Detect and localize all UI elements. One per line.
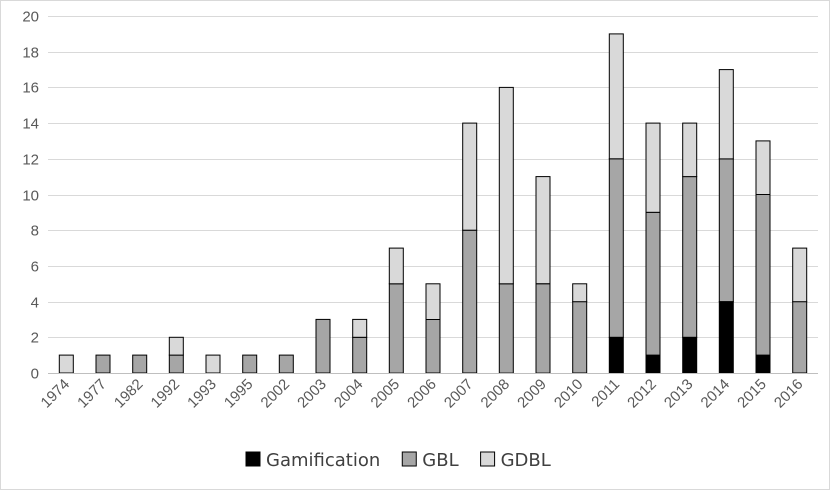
y-tick-label: 18	[22, 45, 39, 62]
y-tick-label: 8	[31, 223, 39, 240]
bar-gbl-2004	[352, 336, 368, 374]
bar-gdbl-2012	[645, 122, 661, 213]
bar-gbl-2011	[608, 158, 624, 338]
bar-gbl-1977	[95, 354, 111, 374]
bar-gbl-2009	[535, 283, 551, 374]
bar-gbl-2003	[315, 318, 331, 374]
bar-gdbl-2005	[388, 247, 404, 285]
y-tick-label: 0	[31, 366, 39, 383]
bar-gdbl-1992	[168, 336, 184, 356]
bar-gdbl-2007	[462, 122, 478, 231]
bar-gbl-2005	[388, 283, 404, 374]
y-tick-label: 16	[22, 80, 39, 97]
bar-gdbl-2015	[755, 140, 771, 195]
bar-gdbl-1993	[205, 354, 221, 374]
bar-gamification-2011	[608, 336, 624, 374]
bar-gdbl-2013	[682, 122, 698, 178]
bar-gdbl-2008	[498, 86, 514, 285]
bar-gdbl-1974	[58, 354, 74, 374]
bar-gbl-2007	[462, 229, 478, 374]
y-tick-label: 14	[22, 116, 39, 133]
bars	[58, 33, 808, 374]
legend-swatch-gbl	[401, 451, 417, 467]
bar-gdbl-2016	[792, 247, 808, 303]
bar-gbl-2016	[792, 301, 808, 374]
y-tick-label: 12	[22, 152, 39, 169]
bar-gdbl-2006	[425, 283, 441, 320]
bar-gamification-2014	[718, 301, 734, 374]
bar-gbl-2015	[755, 194, 771, 356]
bar-gdbl-2009	[535, 176, 551, 285]
bar-gamification-2013	[682, 336, 698, 374]
legend-swatch-gdbl	[480, 451, 496, 467]
y-tick-label: 20	[22, 9, 39, 26]
bar-gbl-2013	[682, 176, 698, 338]
bar-gbl-2010	[572, 301, 588, 374]
gridlines	[48, 16, 818, 338]
bar-gdbl-2010	[572, 283, 588, 303]
bar-gamification-2015	[755, 354, 771, 374]
bar-gamification-2012	[645, 354, 661, 374]
y-tick-label: 6	[31, 259, 39, 276]
y-tick-label: 4	[31, 295, 39, 312]
legend: Gamification GBL GDBL	[245, 450, 551, 471]
bar-gbl-2012	[645, 211, 661, 356]
legend-label-gbl: GBL	[422, 450, 458, 471]
y-tick-label: 2	[31, 330, 39, 347]
bar-gbl-1995	[242, 354, 258, 374]
bar-gbl-1982	[132, 354, 148, 374]
y-tick-label: 10	[22, 188, 39, 205]
legend-swatch-gamification	[245, 451, 261, 467]
bar-gbl-2014	[718, 158, 734, 303]
bar-gdbl-2011	[608, 33, 624, 160]
bar-gbl-1992	[168, 354, 184, 374]
y-axis-ticks: 0 2 4 6 8 10 12 14 16 18 20	[22, 9, 39, 383]
bar-gdbl-2004	[352, 318, 368, 338]
bar-gbl-2008	[498, 283, 514, 374]
bar-gbl-2002	[278, 354, 294, 374]
bar-gdbl-2014	[718, 69, 734, 160]
legend-label-gdbl: GDBL	[501, 450, 551, 471]
legend-label-gamification: Gamification	[266, 450, 380, 471]
bar-gbl-2006	[425, 318, 441, 374]
